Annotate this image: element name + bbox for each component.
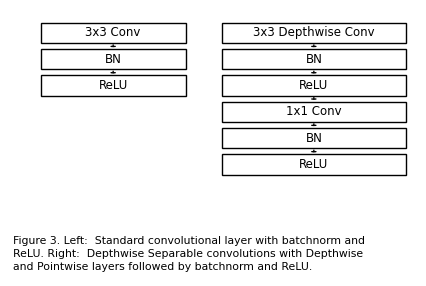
Text: BN: BN xyxy=(305,53,322,66)
Text: ReLU: ReLU xyxy=(98,79,127,92)
Text: BN: BN xyxy=(305,132,322,145)
Text: Figure 3. Left:  Standard convolutional layer with batchnorm and
ReLU. Right:  D: Figure 3. Left: Standard convolutional l… xyxy=(13,236,364,272)
Text: 3x3 Depthwise Conv: 3x3 Depthwise Conv xyxy=(253,26,374,39)
Text: 3x3 Conv: 3x3 Conv xyxy=(85,26,141,39)
FancyBboxPatch shape xyxy=(40,23,185,43)
FancyBboxPatch shape xyxy=(222,102,405,122)
Text: ReLU: ReLU xyxy=(299,79,328,92)
FancyBboxPatch shape xyxy=(222,75,405,96)
FancyBboxPatch shape xyxy=(40,75,185,96)
Text: ReLU: ReLU xyxy=(299,158,328,171)
Text: 1x1 Conv: 1x1 Conv xyxy=(285,105,341,118)
FancyBboxPatch shape xyxy=(222,23,405,43)
Text: BN: BN xyxy=(104,53,121,66)
FancyBboxPatch shape xyxy=(222,49,405,69)
FancyBboxPatch shape xyxy=(40,49,185,69)
FancyBboxPatch shape xyxy=(222,128,405,148)
FancyBboxPatch shape xyxy=(222,154,405,175)
